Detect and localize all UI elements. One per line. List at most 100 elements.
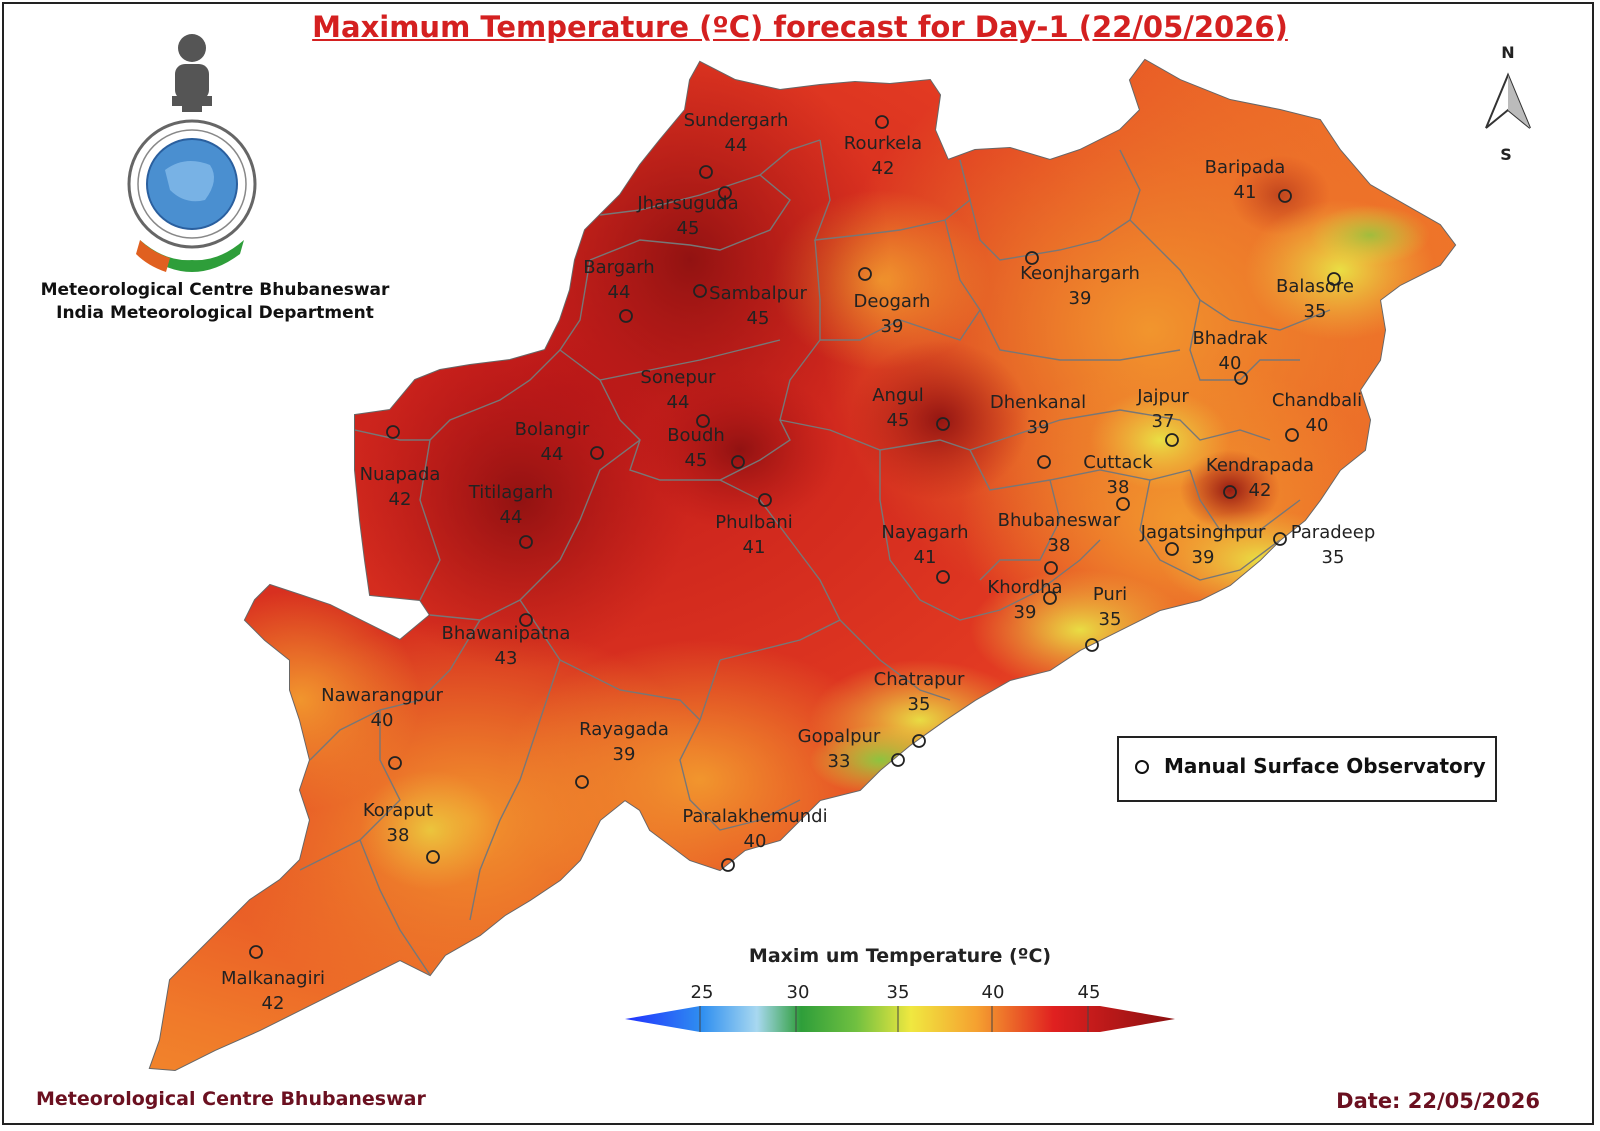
station-name: Cuttack	[1083, 452, 1153, 473]
colorbar: 25 30 35 40 45	[625, 982, 1175, 1032]
station-marker-icon	[875, 115, 889, 129]
station-marker-icon	[1044, 561, 1058, 575]
station-marker-icon	[619, 309, 633, 323]
stations-layer: Sundergarh 44 Rourkela 42 Jharsuguda 45 Baripa…	[221, 110, 1375, 1014]
colorbar-tick-label: 25	[691, 982, 714, 1003]
observatory-marker-icon	[1135, 760, 1149, 774]
station-temperature: 44	[608, 282, 631, 303]
station-name: Rourkela	[844, 133, 922, 154]
station-temperature: 45	[685, 450, 708, 471]
station-temperature: 38	[1048, 535, 1071, 556]
station-marker-icon	[590, 446, 604, 460]
colorbar-bar	[625, 1006, 1175, 1032]
station-marker-icon	[696, 414, 710, 428]
station-marker-icon	[1025, 251, 1039, 265]
ashoka-emblem	[172, 34, 212, 112]
station-temperature: 39	[1069, 288, 1092, 309]
station-name: Koraput	[363, 800, 433, 821]
station-marker-icon	[1165, 433, 1179, 447]
station-temperature: 39	[1192, 547, 1215, 568]
station-name: Bhawanipatna	[442, 623, 571, 644]
station-temperature: 45	[887, 410, 910, 431]
station-marker-icon	[1273, 532, 1287, 546]
station-name: Paralakhemundi	[682, 806, 827, 827]
station-name: Nuapada	[360, 464, 441, 485]
station-marker-icon	[519, 535, 533, 549]
station-marker-icon	[426, 850, 440, 864]
station-marker-icon	[721, 858, 735, 872]
colorbar-tick-label: 45	[1078, 982, 1101, 1003]
station-marker-icon	[1285, 428, 1299, 442]
north-arrow-icon: N S	[1485, 43, 1531, 164]
station-marker-icon	[731, 455, 745, 469]
station-name: Jajpur	[1136, 386, 1189, 407]
station-name: Gopalpur	[798, 726, 881, 747]
station-temperature: 42	[262, 993, 285, 1014]
station-marker-icon	[699, 165, 713, 179]
district-boundaries	[299, 139, 1331, 976]
colorbar-title: Maxim um Temperature (ºC)	[748, 945, 1052, 967]
station-name: Chandbali	[1272, 390, 1362, 411]
station-name: Baripada	[1205, 157, 1286, 178]
station-temperature: 35	[908, 694, 931, 715]
station-marker-icon	[758, 493, 772, 507]
station-temperature: 39	[613, 744, 636, 765]
station-name: Paradeep	[1291, 522, 1376, 543]
station-marker-icon	[1037, 455, 1051, 469]
station-name: Kendrapada	[1206, 455, 1314, 476]
station-name: Khordha	[987, 577, 1062, 598]
station-marker-icon	[519, 613, 533, 627]
station-name: Bargarh	[583, 257, 654, 278]
colorbar-tick-label: 35	[887, 982, 910, 1003]
station-name: Phulbani	[715, 512, 793, 533]
station-name: Angul	[872, 385, 924, 406]
station-marker-icon	[386, 425, 400, 439]
station-temperature: 40	[744, 831, 767, 852]
station-marker-icon	[1223, 485, 1237, 499]
station-temperature: 44	[667, 392, 690, 413]
station-temperature: 35	[1304, 301, 1327, 322]
station-marker-icon	[912, 734, 926, 748]
station-temperature: 44	[541, 444, 564, 465]
footer-date: Date: 22/05/2026	[1336, 1089, 1540, 1113]
colorbar-tick-label: 40	[982, 982, 1005, 1003]
station-name: Nayagarh	[881, 522, 968, 543]
station-marker-icon	[575, 775, 589, 789]
station-name: Chatrapur	[874, 669, 965, 690]
station-temperature: 39	[1014, 602, 1037, 623]
station-temperature: 39	[881, 316, 904, 337]
station-name: Bolangir	[515, 419, 590, 440]
station-temperature: 40	[1306, 415, 1329, 436]
station-temperature: 42	[1249, 480, 1272, 501]
station-temperature: 44	[500, 507, 523, 528]
station-name: Sundergarh	[684, 110, 789, 131]
station-marker-icon	[1327, 272, 1341, 286]
station-name: Malkanagiri	[221, 968, 325, 989]
station-marker-icon	[1043, 591, 1057, 605]
station-marker-icon	[718, 186, 732, 200]
station-temperature: 37	[1152, 411, 1175, 432]
station-name: Jagatsinghpur	[1140, 522, 1266, 543]
station-temperature: 43	[495, 648, 518, 669]
station-temperature: 40	[1219, 353, 1242, 374]
station-name: Rayagada	[579, 719, 669, 740]
station-name: Deogarh	[854, 291, 931, 312]
station-name: Sambalpur	[709, 283, 807, 304]
station-temperature: 45	[747, 308, 770, 329]
colorbar-tick-label: 30	[787, 982, 810, 1003]
station-temperature: 41	[914, 547, 937, 568]
station-temperature: 42	[389, 489, 412, 510]
station-temperature: 35	[1322, 547, 1345, 568]
station-marker-icon	[1116, 497, 1130, 511]
station-name: Nawarangpur	[321, 685, 443, 706]
station-name: Keonjhargarh	[1020, 263, 1140, 284]
legend-box: Manual Surface Observatory	[1117, 736, 1497, 802]
station-marker-icon	[388, 756, 402, 770]
station-marker-icon	[936, 417, 950, 431]
map-title: Maximum Temperature (ºC) forecast for Da…	[312, 10, 1288, 44]
station-name: Boudh	[667, 425, 725, 446]
station-temperature: 42	[872, 158, 895, 179]
station-temperature: 40	[371, 710, 394, 731]
